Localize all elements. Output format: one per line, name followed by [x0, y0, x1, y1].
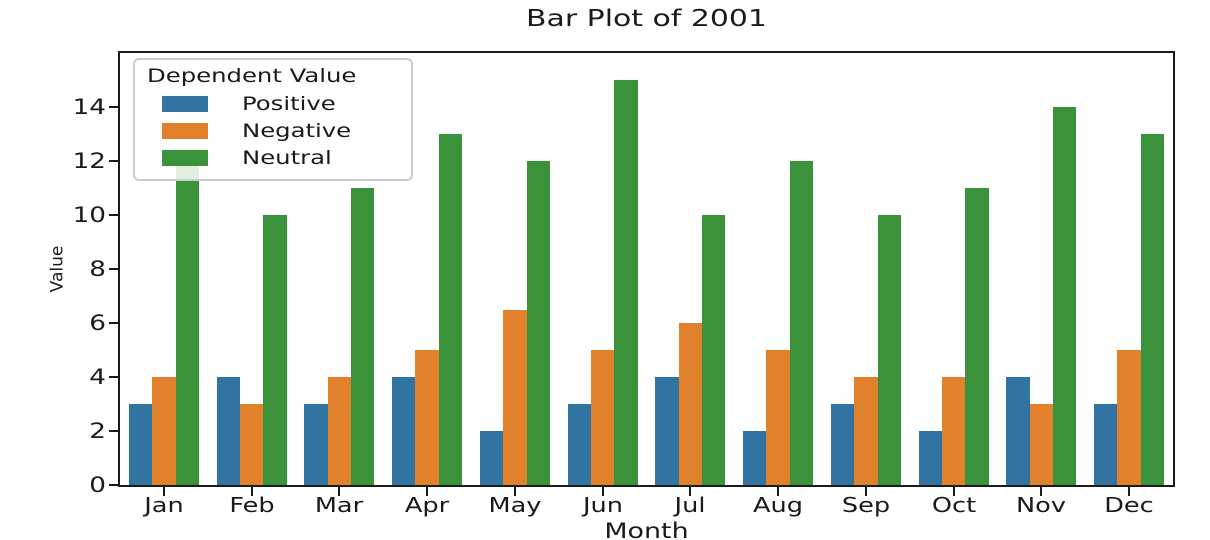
x-tick-mark [777, 487, 780, 496]
bar-dec-positive [1094, 404, 1118, 485]
legend-label-positive: Positive [242, 92, 336, 115]
bar-apr-neutral [438, 134, 463, 485]
legend-label-neutral: Neutral [242, 146, 332, 169]
legend-entry-neutral: Neutral [147, 144, 399, 171]
bar-jun-neutral [614, 80, 638, 485]
y-tick-label: 12 [72, 149, 106, 173]
bar-feb-negative [239, 404, 264, 485]
bar-aug-negative [766, 350, 790, 485]
x-tick-label-jun: Jun [582, 493, 623, 517]
legend-swatch-neutral-icon [162, 149, 208, 166]
bar-jul-neutral [702, 215, 726, 485]
x-tick-label-feb: Feb [228, 493, 275, 517]
bar-mar-positive [304, 404, 328, 485]
y-tick-label: 8 [89, 257, 106, 281]
bar-feb-neutral [263, 215, 287, 485]
x-tick-label-jan: Jan [144, 493, 184, 517]
y-tick-mark [109, 484, 118, 486]
bar-jul-negative [678, 323, 703, 485]
bar-jan-negative [152, 377, 176, 485]
bar-apr-negative [415, 350, 439, 485]
legend-swatch-negative-icon [162, 122, 208, 139]
legend-entry-positive: Positive [147, 90, 399, 117]
x-tick-label-mar: Mar [315, 493, 364, 517]
legend: Dependent Value Positive Negative Neutra… [133, 58, 413, 181]
x-tick-mark [513, 487, 516, 496]
bar-dec-neutral [1140, 134, 1165, 485]
bar-oct-positive [918, 431, 942, 485]
bar-may-neutral [526, 161, 550, 485]
bar-feb-positive [216, 377, 240, 485]
x-tick-mark [952, 487, 955, 496]
y-tick-mark [109, 376, 118, 378]
legend-label-negative: Negative [242, 119, 352, 142]
x-tick-label-aug: Aug [753, 493, 804, 517]
y-tick-mark [109, 430, 118, 432]
bar-dec-negative [1117, 350, 1141, 485]
plot-area: Value Month Dependent Value Positive Neg… [47, 51, 1175, 540]
legend-title: Dependent Value [147, 65, 357, 87]
x-tick-mark [1040, 487, 1043, 496]
x-tick-mark [338, 487, 341, 496]
bar-jul-positive [655, 377, 679, 485]
x-tick-mark [426, 487, 429, 496]
x-tick-label-may: May [488, 493, 542, 517]
bar-nov-positive [1006, 377, 1030, 485]
y-tick-label: 2 [89, 419, 106, 443]
bar-sep-positive [830, 404, 855, 485]
bar-oct-neutral [965, 188, 989, 485]
bar-sep-neutral [877, 215, 901, 485]
y-tick-label: 14 [72, 95, 106, 119]
x-tick-mark [689, 487, 692, 496]
x-tick-label-jul: Jul [674, 493, 706, 517]
y-tick-mark [109, 214, 118, 216]
x-tick-label-oct: Oct [931, 493, 976, 517]
x-tick-mark [162, 487, 165, 496]
y-tick-label: 0 [89, 473, 106, 497]
bar-aug-neutral [789, 161, 814, 485]
bar-apr-positive [392, 377, 416, 485]
y-tick-mark [109, 322, 118, 324]
bar-nov-neutral [1053, 107, 1077, 485]
bar-aug-positive [743, 431, 767, 485]
bar-may-negative [503, 309, 527, 485]
bar-jun-positive [567, 404, 591, 485]
legend-swatch-positive-icon [162, 95, 208, 112]
bar-sep-negative [854, 377, 878, 485]
bar-may-positive [479, 431, 504, 485]
y-tick-mark [109, 160, 118, 162]
y-tick-label: 6 [89, 311, 106, 335]
x-tick-mark [250, 487, 253, 496]
bar-nov-negative [1029, 404, 1054, 485]
x-tick-mark [601, 487, 604, 496]
x-tick-label-sep: Sep [841, 493, 890, 517]
x-tick-label-apr: Apr [404, 493, 450, 517]
legend-entry-negative: Negative [147, 117, 399, 144]
bar-jan-neutral [175, 161, 199, 485]
bar-jun-negative [590, 350, 615, 485]
x-tick-label-dec: Dec [1104, 493, 1154, 517]
x-tick-label-nov: Nov [1016, 493, 1067, 517]
bar-mar-negative [327, 377, 352, 485]
bar-jan-positive [128, 404, 153, 485]
y-tick-mark [109, 106, 118, 108]
bar-mar-neutral [351, 188, 375, 485]
y-tick-label: 10 [72, 203, 106, 227]
y-tick-mark [109, 268, 118, 270]
x-tick-mark [1128, 487, 1131, 496]
bar-oct-negative [941, 377, 966, 485]
y-tick-label: 4 [89, 365, 106, 389]
x-axis-label: Month [604, 519, 689, 540]
x-tick-mark [864, 487, 867, 496]
chart-title: Bar Plot of 2001 [526, 6, 767, 32]
